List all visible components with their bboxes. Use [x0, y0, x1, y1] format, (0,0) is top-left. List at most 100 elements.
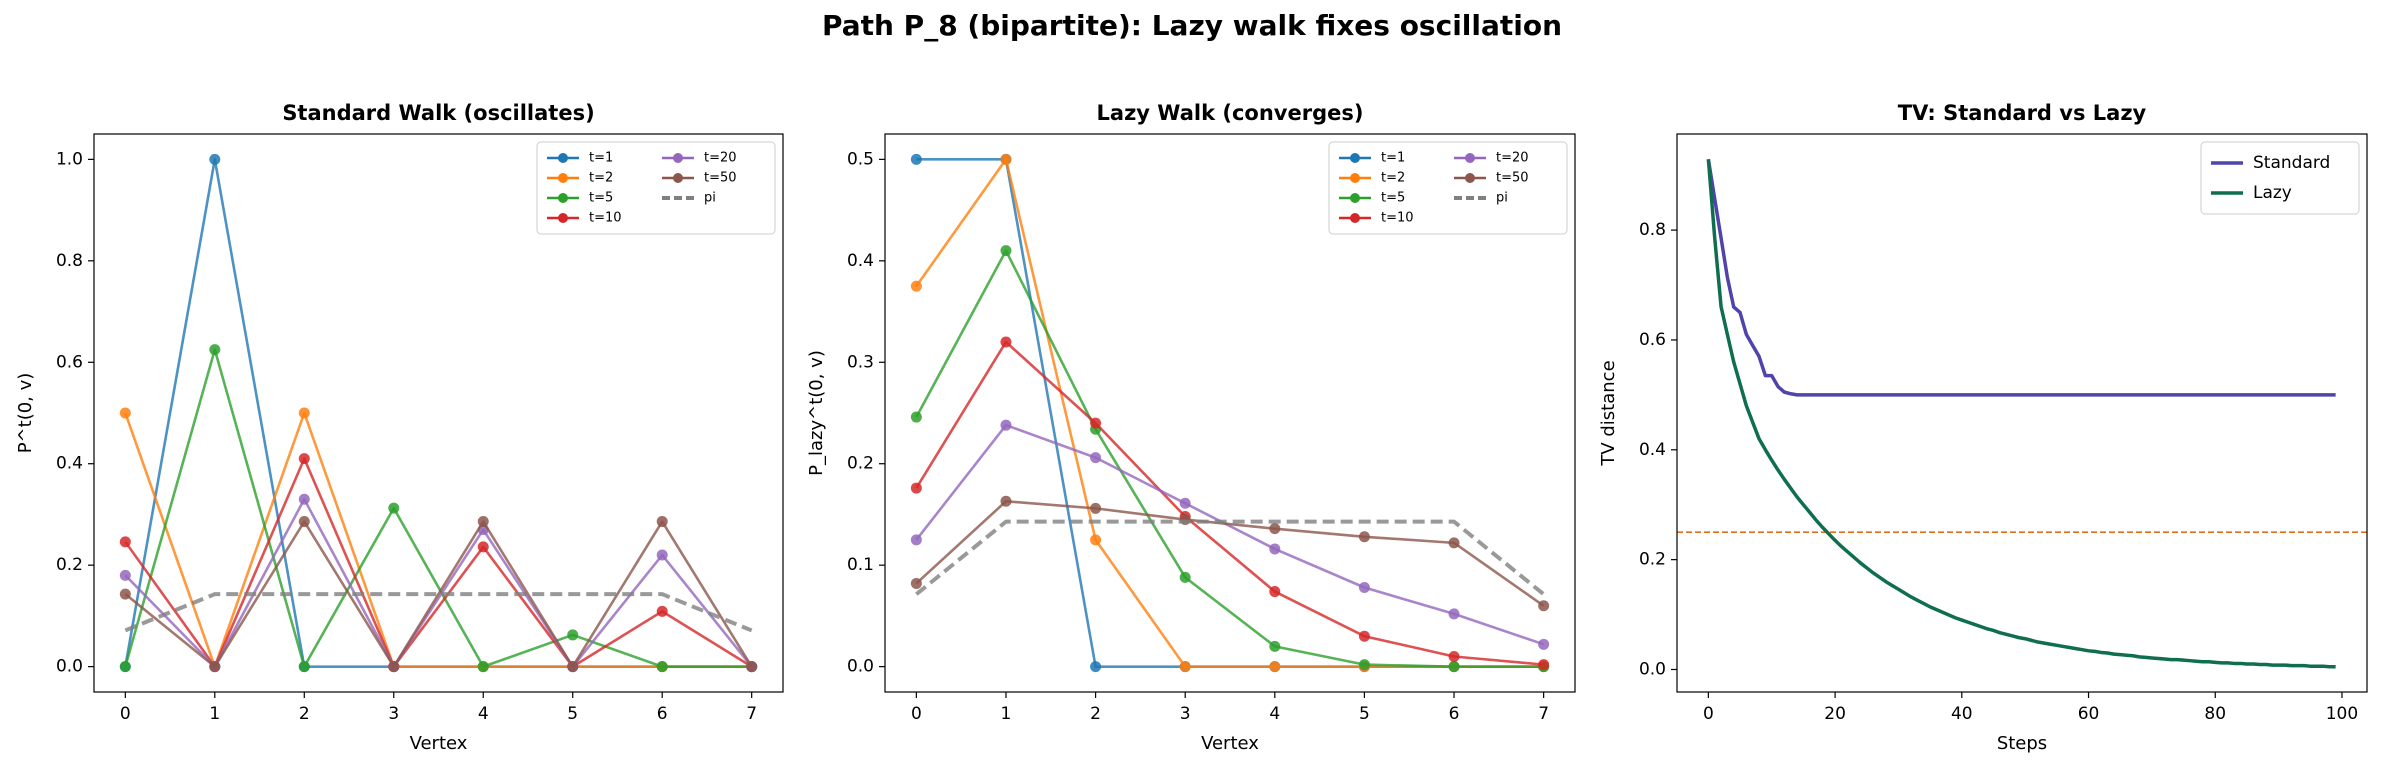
data-point — [1358, 659, 1370, 671]
data-point — [910, 534, 922, 546]
data-point — [1090, 534, 1102, 546]
data-point — [910, 153, 922, 165]
y-axis-label: P_lazy^t(0, v) — [806, 350, 827, 476]
legend-marker — [673, 173, 683, 183]
x-axis-label: Vertex — [410, 733, 468, 754]
x-tick-label: 7 — [1538, 704, 1549, 724]
x-tick-label: 1 — [209, 704, 220, 724]
data-point — [1269, 523, 1281, 535]
data-point — [567, 629, 579, 641]
legend-label: pi — [704, 191, 716, 206]
data-point — [567, 661, 579, 673]
y-tick-label: 0.4 — [847, 251, 874, 271]
x-tick-label: 5 — [1359, 704, 1370, 724]
y-tick-label: 0.1 — [847, 555, 874, 575]
series-line — [124, 497, 753, 668]
data-point — [298, 407, 310, 419]
series-line — [915, 249, 1544, 668]
x-tick-label: 0 — [120, 704, 131, 724]
data-point — [119, 569, 131, 581]
y-tick-label: 0.0 — [847, 657, 874, 677]
data-point — [910, 577, 922, 589]
y-tick-label: 0.2 — [1639, 550, 1666, 570]
series-line — [915, 340, 1544, 666]
data-point — [656, 661, 668, 673]
data-point — [477, 661, 489, 673]
data-point — [910, 280, 922, 292]
data-point — [656, 549, 668, 561]
x-tick-label: 80 — [2204, 704, 2226, 724]
data-point — [1538, 659, 1550, 671]
subplot-title: Standard Walk (oscillates) — [282, 101, 594, 125]
data-point — [298, 661, 310, 673]
legend-label: Lazy — [2253, 183, 2292, 203]
data-point — [1000, 419, 1012, 431]
data-point — [209, 153, 221, 165]
y-tick-label: 0.4 — [1639, 440, 1666, 460]
legend-label: t=2 — [589, 171, 613, 186]
y-tick-label: 0.5 — [847, 149, 874, 169]
x-tick-label: 0 — [1703, 704, 1714, 724]
x-tick-label: 0 — [911, 704, 922, 724]
data-point — [1090, 417, 1102, 429]
series-line — [124, 457, 753, 668]
legend-label: t=50 — [704, 171, 737, 186]
legend-marker — [673, 153, 683, 163]
data-point — [1448, 537, 1460, 549]
legend-label: t=20 — [1496, 151, 1529, 166]
y-tick-label: 0.6 — [1639, 330, 1666, 350]
x-tick-label: 20 — [1824, 704, 1846, 724]
figure-title: Path P_8 (bipartite): Lazy walk fixes os… — [822, 9, 1562, 42]
x-tick-label: 4 — [1269, 704, 1280, 724]
legend-label: t=5 — [589, 191, 613, 206]
x-tick-label: 40 — [1951, 704, 1973, 724]
data-point — [1090, 502, 1102, 514]
data-point — [1269, 640, 1281, 652]
data-point — [298, 493, 310, 505]
data-point — [1448, 650, 1460, 662]
data-point — [298, 516, 310, 528]
legend-label: t=50 — [1496, 171, 1529, 186]
plot-frame — [93, 133, 784, 693]
legend-label: t=1 — [589, 151, 613, 166]
data-point — [656, 605, 668, 617]
legend-box — [2200, 141, 2360, 215]
legend-label: t=10 — [1381, 211, 1414, 226]
data-point — [1000, 495, 1012, 507]
legend-label: t=5 — [1381, 191, 1405, 206]
legend-marker — [558, 173, 568, 183]
y-tick-label: 0.0 — [56, 657, 83, 677]
data-point — [1000, 336, 1012, 348]
series-line — [124, 520, 753, 668]
x-tick-label: 3 — [388, 704, 399, 724]
y-axis-label: P^t(0, v) — [15, 373, 36, 454]
data-point — [209, 344, 221, 356]
legend-marker — [1350, 173, 1360, 183]
y-axis-label: TV distance — [1598, 360, 1619, 466]
legend-box — [1328, 141, 1568, 235]
data-point — [1179, 571, 1191, 583]
y-tick-label: 0.4 — [56, 454, 83, 474]
x-tick-label: 100 — [2326, 704, 2358, 724]
data-point — [1538, 638, 1550, 650]
data-point — [656, 516, 668, 528]
data-point — [1090, 661, 1102, 673]
data-point — [1448, 661, 1460, 673]
subplot-title: Lazy Walk (converges) — [1097, 101, 1364, 125]
legend-marker — [1350, 213, 1360, 223]
legend-marker — [558, 213, 568, 223]
legend-label: Standard — [2253, 153, 2330, 173]
y-tick-label: 0.8 — [56, 251, 83, 271]
y-tick-label: 0.2 — [847, 454, 874, 474]
data-point — [1358, 630, 1370, 642]
data-point — [388, 502, 400, 514]
legend-marker — [1465, 173, 1475, 183]
y-tick-label: 0.8 — [1639, 220, 1666, 240]
data-point — [298, 453, 310, 465]
x-tick-label: 6 — [657, 704, 668, 724]
x-axis-label: Steps — [1997, 733, 2047, 754]
data-point — [1358, 531, 1370, 543]
